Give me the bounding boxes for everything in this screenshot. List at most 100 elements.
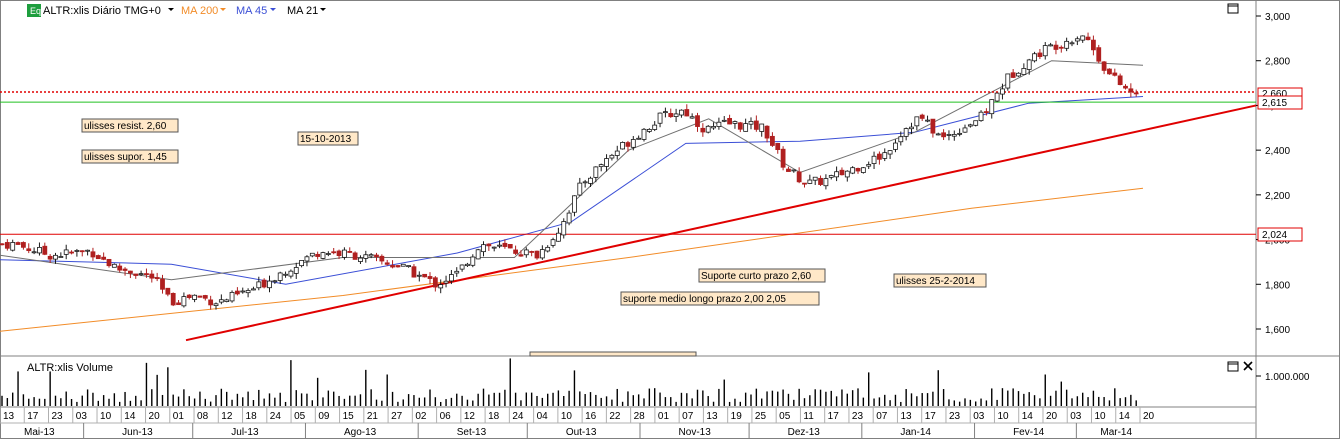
candle-body (679, 109, 684, 116)
candle-body (946, 134, 952, 136)
candle-body (850, 167, 856, 174)
chevron-down-icon[interactable] (320, 8, 326, 11)
candle-body (550, 239, 556, 246)
candle-body (1112, 72, 1118, 76)
red-line-price-tag (1257, 227, 1303, 242)
support-trendline[interactable] (185, 104, 1257, 342)
candle-body (711, 126, 716, 129)
candle-body (0, 243, 5, 246)
candle-body (577, 182, 583, 196)
candle-body (1021, 68, 1027, 75)
close-icon[interactable] (1243, 361, 1253, 371)
candle-body (47, 255, 53, 260)
instrument-title[interactable]: ALTR:xlis Diário TMG+0 (43, 5, 161, 17)
ma-line-ma45 (0, 96, 1144, 285)
chevron-down-icon[interactable] (168, 8, 174, 11)
candle-body (684, 109, 690, 117)
candle-body (106, 258, 112, 267)
candle-body (1080, 35, 1086, 41)
annotation-date-2[interactable]: ulisses 25-2-2014 (893, 273, 987, 288)
annotation-resist-text: ulisses resist. 2,60 (84, 121, 167, 132)
candle-body (1085, 36, 1091, 41)
annotation-supor[interactable]: ulisses supor. 1,45 (81, 149, 179, 164)
x-day-label: 14 (1119, 411, 1131, 422)
ma45-legend[interactable]: MA 45 (236, 5, 267, 17)
candle-body (358, 257, 363, 262)
candle-body (1058, 46, 1064, 49)
candle-body (989, 99, 995, 115)
candle-body (529, 251, 535, 253)
candle-body (379, 255, 385, 262)
y-tick-label: 3,000 (1265, 12, 1290, 23)
candle-body (748, 121, 754, 125)
candle-body (320, 252, 326, 259)
candle-body (839, 169, 845, 176)
candle-body (341, 249, 347, 258)
candle-body (63, 249, 69, 255)
candle-body (256, 281, 262, 289)
annotation-curto[interactable]: Suporte curto prazo 2,60 (698, 268, 826, 283)
candle-body (208, 299, 214, 306)
candle-body (347, 251, 353, 253)
candle-body (95, 255, 101, 260)
y-tick-label: 1,800 (1265, 280, 1290, 291)
candle-body (534, 250, 540, 259)
candle-body (411, 266, 417, 278)
candle-body (556, 232, 561, 242)
volume-tick-label: 1.000.000 (1265, 372, 1310, 383)
maximize-icon[interactable] (1227, 3, 1239, 14)
maximize-volume-icon[interactable] (1227, 361, 1239, 372)
candle-body (315, 253, 321, 257)
candle-body (1032, 53, 1037, 62)
candle-body (962, 127, 968, 133)
x-day-label: 18 (246, 411, 258, 422)
ma200-legend[interactable]: MA 200 (181, 5, 218, 17)
candle-body (475, 249, 481, 260)
x-day-label: 20 (1046, 411, 1058, 422)
annotation-resist[interactable]: ulisses resist. 2,60 (81, 118, 179, 133)
candle-body (753, 120, 759, 130)
eq-badge[interactable] (27, 4, 41, 17)
candle-body (229, 291, 235, 302)
x-day-label: 17 (925, 411, 937, 422)
candle-body (240, 290, 246, 293)
candle-body (170, 292, 176, 306)
chevron-down-icon[interactable] (270, 8, 276, 11)
x-day-label: 03 (76, 411, 88, 422)
candle-body (823, 178, 829, 187)
candle-body (53, 254, 58, 260)
candle-body (127, 270, 133, 274)
annotation-cut[interactable] (529, 351, 697, 357)
candle-body (4, 242, 10, 249)
dotted-line-price: 2,660 (1262, 89, 1287, 100)
x-month-label: Fev-14 (1013, 427, 1045, 438)
x-day-label: 01 (658, 411, 670, 422)
candle-body (620, 142, 625, 150)
candle-body (1000, 88, 1005, 95)
candle-body (1096, 47, 1102, 62)
candle-body (427, 276, 433, 279)
candle-body (79, 250, 85, 253)
candle-body (1117, 75, 1123, 86)
annotation-medio[interactable]: suporte medio longo prazo 2,00 2,05 (620, 291, 820, 306)
candle-body (705, 125, 711, 133)
candle-body (406, 265, 412, 268)
candle-body (224, 299, 230, 302)
candle-body (336, 250, 342, 256)
ma21-legend[interactable]: MA 21 (287, 5, 318, 17)
candle-body (443, 280, 449, 284)
candle-body (743, 123, 749, 132)
x-day-label: 16 (585, 411, 597, 422)
candle-body (1069, 42, 1075, 45)
candle-body (481, 244, 486, 253)
chevron-down-icon[interactable] (220, 8, 226, 11)
candle-body (507, 244, 513, 249)
x-day-label: 03 (1070, 411, 1082, 422)
annotation-date-1[interactable]: 15-10-2013 (297, 131, 359, 146)
candle-body (497, 244, 502, 247)
candle-body (176, 302, 181, 306)
x-day-label: 17 (828, 411, 840, 422)
candle-body (909, 126, 914, 130)
x-day-label: 04 (537, 411, 549, 422)
candle-body (641, 128, 647, 140)
